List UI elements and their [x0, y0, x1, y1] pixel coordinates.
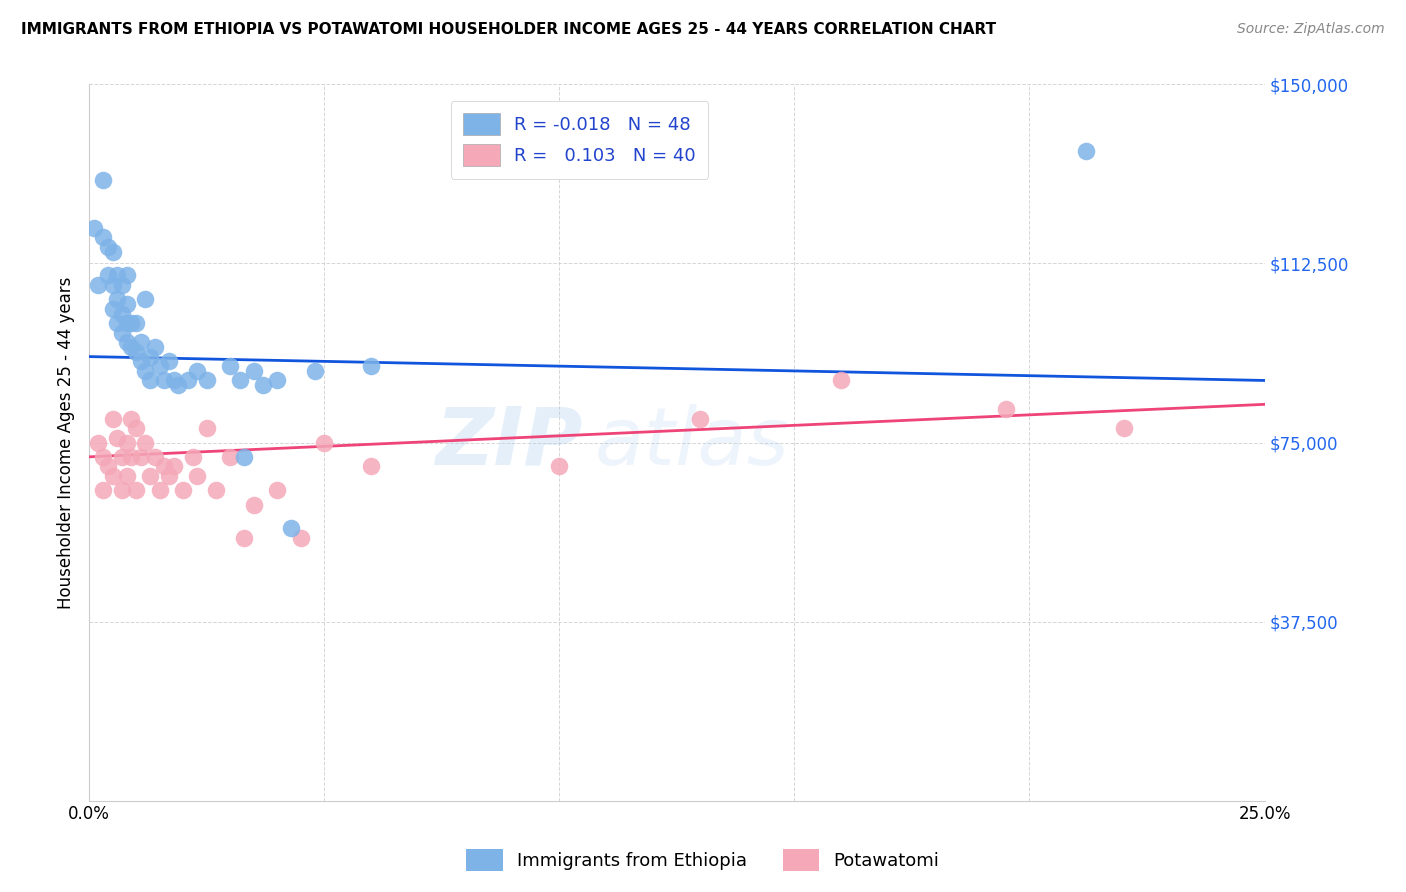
Point — [314, 435, 336, 450]
Point — [111, 307, 134, 321]
Point — [143, 450, 166, 464]
Point — [205, 483, 228, 498]
Point — [548, 459, 571, 474]
Point — [105, 316, 128, 330]
Point — [163, 374, 186, 388]
Point — [266, 483, 288, 498]
Point — [233, 531, 256, 545]
Point — [195, 421, 218, 435]
Point — [280, 521, 302, 535]
Point — [360, 459, 382, 474]
Point — [252, 378, 274, 392]
Point — [195, 374, 218, 388]
Legend: Immigrants from Ethiopia, Potawatomi: Immigrants from Ethiopia, Potawatomi — [460, 842, 946, 879]
Point — [177, 374, 200, 388]
Point — [139, 469, 162, 483]
Point — [97, 268, 120, 283]
Point — [242, 364, 264, 378]
Point — [242, 498, 264, 512]
Point — [163, 459, 186, 474]
Point — [125, 483, 148, 498]
Y-axis label: Householder Income Ages 25 - 44 years: Householder Income Ages 25 - 44 years — [58, 277, 75, 608]
Point — [129, 354, 152, 368]
Point — [91, 450, 114, 464]
Point — [304, 364, 326, 378]
Point — [153, 374, 176, 388]
Point — [290, 531, 312, 545]
Point — [111, 326, 134, 340]
Point — [830, 374, 852, 388]
Point — [125, 344, 148, 359]
Point — [994, 402, 1017, 417]
Point — [105, 268, 128, 283]
Point — [167, 378, 190, 392]
Point — [111, 277, 134, 292]
Text: ZIP: ZIP — [436, 403, 582, 482]
Point — [134, 364, 156, 378]
Point — [266, 374, 288, 388]
Point — [120, 340, 142, 354]
Point — [91, 173, 114, 187]
Point — [120, 450, 142, 464]
Point — [101, 244, 124, 259]
Point — [157, 469, 180, 483]
Point — [129, 335, 152, 350]
Point — [143, 340, 166, 354]
Point — [186, 469, 208, 483]
Point — [83, 220, 105, 235]
Point — [134, 293, 156, 307]
Point — [139, 374, 162, 388]
Point — [149, 483, 172, 498]
Point — [101, 301, 124, 316]
Point — [233, 450, 256, 464]
Point — [97, 459, 120, 474]
Point — [111, 450, 134, 464]
Point — [115, 335, 138, 350]
Point — [115, 316, 138, 330]
Point — [87, 435, 110, 450]
Point — [101, 469, 124, 483]
Point — [115, 268, 138, 283]
Point — [360, 359, 382, 373]
Point — [689, 411, 711, 425]
Point — [115, 297, 138, 311]
Point — [125, 421, 148, 435]
Point — [149, 359, 172, 373]
Point — [101, 277, 124, 292]
Point — [219, 359, 242, 373]
Point — [181, 450, 204, 464]
Point — [139, 350, 162, 364]
Point — [120, 316, 142, 330]
Point — [97, 240, 120, 254]
Point — [153, 459, 176, 474]
Point — [91, 230, 114, 244]
Point — [120, 411, 142, 425]
Point — [157, 354, 180, 368]
Point — [219, 450, 242, 464]
Point — [115, 469, 138, 483]
Point — [115, 435, 138, 450]
Point — [125, 316, 148, 330]
Point — [228, 374, 250, 388]
Point — [134, 435, 156, 450]
Point — [1074, 145, 1097, 159]
Text: IMMIGRANTS FROM ETHIOPIA VS POTAWATOMI HOUSEHOLDER INCOME AGES 25 - 44 YEARS COR: IMMIGRANTS FROM ETHIOPIA VS POTAWATOMI H… — [21, 22, 997, 37]
Point — [101, 411, 124, 425]
Point — [87, 277, 110, 292]
Legend: R = -0.018   N = 48, R =   0.103   N = 40: R = -0.018 N = 48, R = 0.103 N = 40 — [451, 101, 709, 179]
Point — [105, 293, 128, 307]
Point — [91, 483, 114, 498]
Point — [111, 483, 134, 498]
Text: Source: ZipAtlas.com: Source: ZipAtlas.com — [1237, 22, 1385, 37]
Text: atlas: atlas — [595, 403, 789, 482]
Point — [105, 431, 128, 445]
Point — [172, 483, 194, 498]
Point — [129, 450, 152, 464]
Point — [186, 364, 208, 378]
Point — [1112, 421, 1135, 435]
